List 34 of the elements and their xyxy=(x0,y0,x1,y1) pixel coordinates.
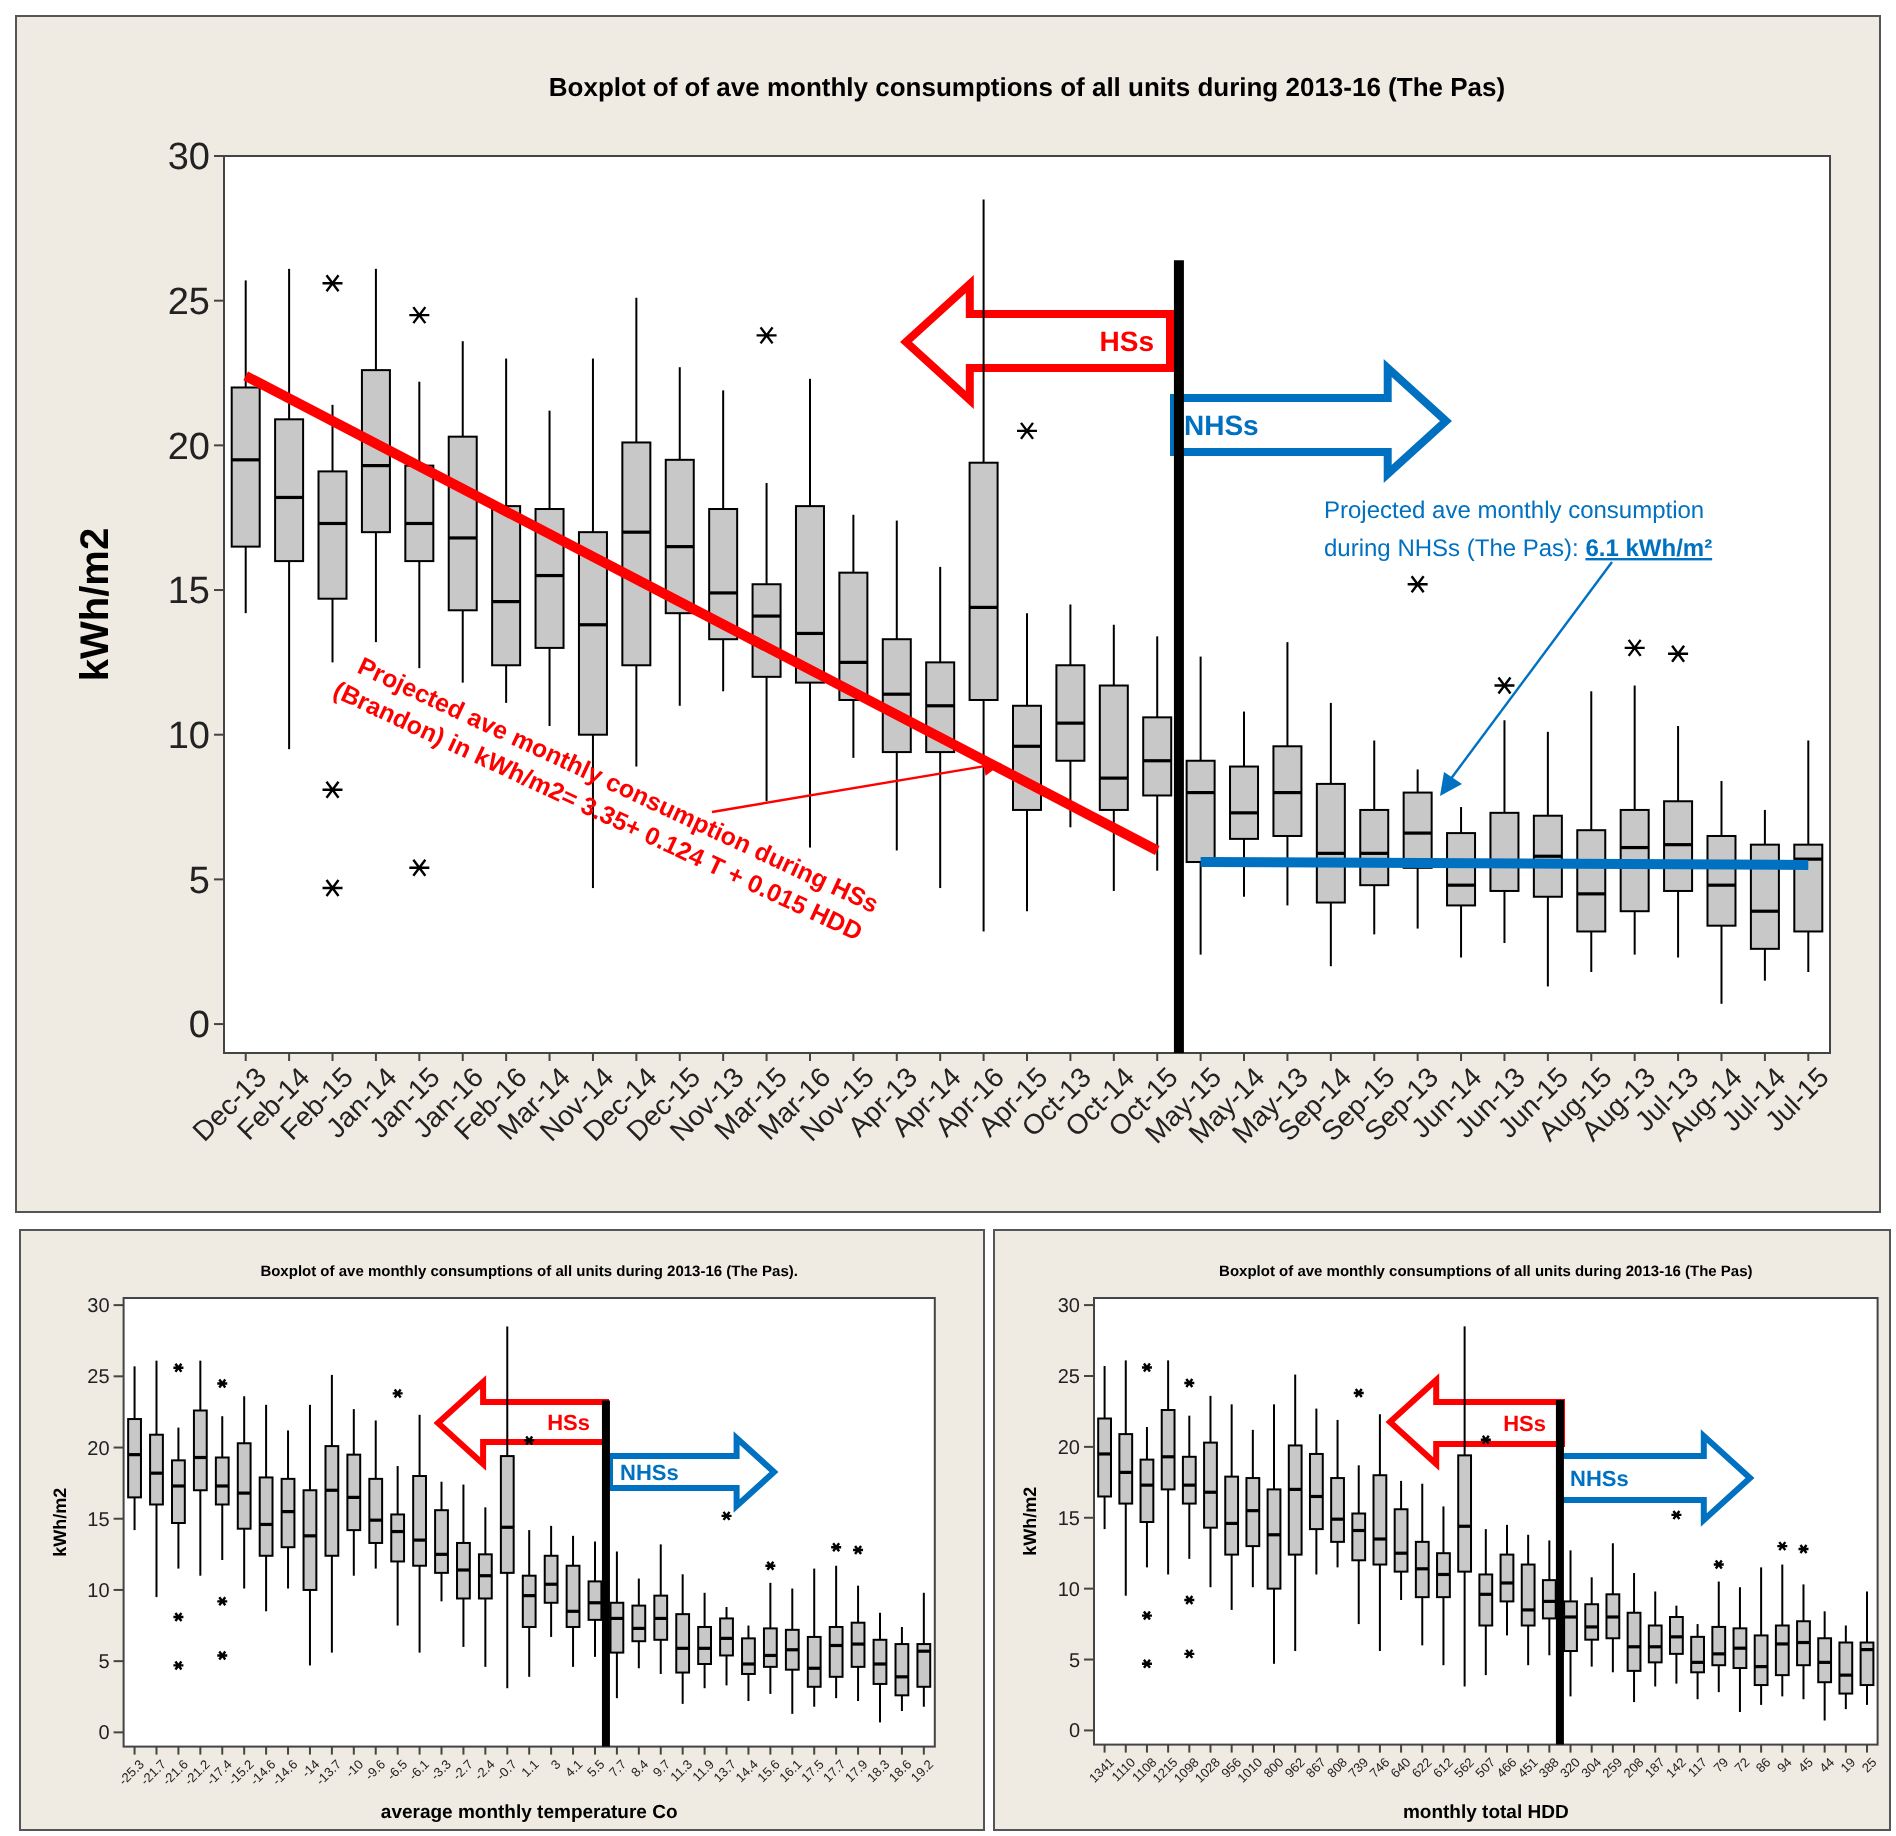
y-axis-title: kWh/m2 xyxy=(74,527,118,682)
chart-title: Boxplot of of ave monthly consumptions of all units during 2013-16 (The Pas) xyxy=(548,72,1506,102)
annotation: HSs xyxy=(547,1411,590,1436)
annotation: HSs xyxy=(1099,324,1155,357)
y-tick-label: 10 xyxy=(87,1580,111,1603)
annotation: NHSs xyxy=(1570,1467,1629,1492)
annotation: NHSs xyxy=(1184,408,1260,441)
annotation: NHSs xyxy=(620,1461,679,1486)
y-tick-label: 20 xyxy=(167,426,210,469)
x-axis-title: average monthly temperature Co xyxy=(380,1802,678,1824)
y-tick-label: 30 xyxy=(1057,1296,1081,1319)
y-tick-label: 30 xyxy=(87,1296,111,1319)
y-tick-label: 25 xyxy=(167,281,210,324)
y-tick-label: 10 xyxy=(167,716,210,759)
y-tick-label: 15 xyxy=(1057,1508,1081,1531)
x-axis-title: monthly total HDD xyxy=(1402,1802,1569,1824)
y-tick-label: 0 xyxy=(188,1005,210,1048)
y-tick-label: 20 xyxy=(1057,1437,1081,1460)
y-tick-label: 0 xyxy=(98,1723,111,1746)
y-tick-label: 30 xyxy=(167,137,210,180)
y-tick-label: 25 xyxy=(87,1367,111,1390)
annotation: HSs xyxy=(1503,1412,1546,1437)
annotation: Projected ave monthly consumption during NHSs (The Pas): 6.1 kWh/m² xyxy=(1324,496,1713,562)
y-tick-label: 5 xyxy=(1068,1650,1081,1673)
y-tick-label: 10 xyxy=(1057,1579,1081,1602)
y-tick-label: 0 xyxy=(1068,1721,1081,1744)
y-axis-title: kWh/m2 xyxy=(1020,1486,1040,1556)
y-tick-label: 20 xyxy=(87,1438,111,1461)
y-tick-label: 5 xyxy=(188,860,210,903)
y-tick-label: 5 xyxy=(98,1652,111,1675)
y-tick-label: 15 xyxy=(87,1509,111,1532)
y-tick-label: 25 xyxy=(1057,1366,1081,1389)
y-axis-title: kWh/m2 xyxy=(50,1487,70,1557)
y-tick-label: 15 xyxy=(167,571,210,614)
